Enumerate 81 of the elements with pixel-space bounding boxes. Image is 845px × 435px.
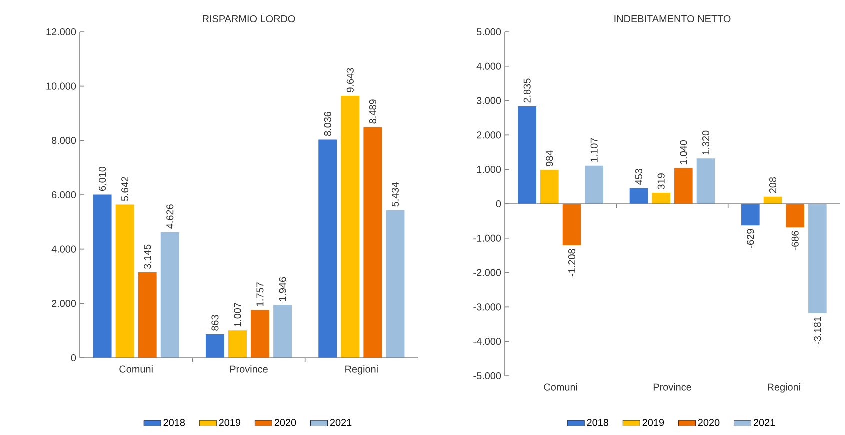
x-tick-label: Regioni bbox=[346, 366, 378, 375]
bar bbox=[386, 210, 405, 358]
data-label: 9.643 bbox=[346, 68, 354, 92]
y-tick-label: 6.000 bbox=[52, 191, 76, 199]
data-label: 5.434 bbox=[392, 182, 399, 207]
legend-label: 2018 bbox=[587, 419, 609, 426]
x-tick-label: Province bbox=[654, 384, 692, 391]
data-label: 984 bbox=[546, 150, 554, 166]
y-tick-label: -5.000 bbox=[474, 372, 502, 380]
bar bbox=[674, 168, 693, 204]
bar bbox=[274, 305, 292, 358]
legend-label: 2021 bbox=[754, 419, 776, 426]
data-label: 1.040 bbox=[680, 140, 688, 164]
y-tick-label: 4.000 bbox=[476, 62, 502, 70]
bar bbox=[318, 140, 338, 358]
legend-label: 2021 bbox=[330, 419, 352, 426]
data-label: 3.145 bbox=[144, 244, 152, 269]
legend-label: 2019 bbox=[642, 419, 664, 426]
data-label: 8.036 bbox=[324, 112, 332, 136]
y-tick-label: 2.000 bbox=[477, 132, 502, 139]
y-tick-label: 12.000 bbox=[46, 28, 76, 36]
chart-title: RISPARMIO LORDO bbox=[203, 15, 296, 22]
y-tick-label: 0 bbox=[496, 200, 502, 208]
legend-label: 2019 bbox=[219, 419, 241, 426]
bar bbox=[206, 334, 224, 358]
data-label: 2.835 bbox=[524, 78, 531, 103]
bar bbox=[630, 188, 648, 204]
bar bbox=[808, 204, 827, 314]
bar bbox=[518, 106, 536, 204]
bar bbox=[786, 204, 804, 228]
data-label: 208 bbox=[769, 177, 777, 194]
data-label: 6.010 bbox=[99, 166, 106, 192]
data-label: 4.626 bbox=[166, 204, 174, 229]
data-label: -686 bbox=[792, 231, 799, 250]
x-tick-label: Comuni bbox=[544, 384, 578, 391]
y-tick-label: 0 bbox=[71, 354, 76, 362]
x-tick-label: Comuni bbox=[120, 366, 153, 373]
y-tick-label: 1.000 bbox=[477, 166, 502, 174]
data-label: 1.107 bbox=[590, 138, 598, 162]
y-tick-label: -4.000 bbox=[474, 338, 502, 346]
bar bbox=[228, 330, 247, 358]
bar bbox=[116, 204, 134, 358]
bar bbox=[341, 96, 360, 358]
bar bbox=[696, 158, 716, 204]
data-label: -3.181 bbox=[814, 317, 822, 344]
bar bbox=[742, 204, 760, 226]
y-tick-label: 2.000 bbox=[52, 300, 76, 308]
bar bbox=[251, 310, 270, 358]
data-label: 5.642 bbox=[122, 177, 129, 202]
data-label: 1.757 bbox=[256, 282, 264, 306]
y-tick-label: 10.000 bbox=[46, 82, 76, 90]
y-tick-label: 4.000 bbox=[52, 246, 76, 253]
x-tick-label: Regioni bbox=[768, 384, 800, 393]
bar bbox=[585, 166, 604, 204]
bar bbox=[652, 193, 670, 204]
data-label: 8.489 bbox=[369, 100, 376, 124]
y-tick-label: 5.000 bbox=[476, 28, 502, 36]
bar bbox=[562, 204, 582, 246]
y-tick-label: 8.000 bbox=[52, 137, 76, 144]
bar bbox=[540, 170, 559, 204]
bar bbox=[138, 272, 157, 358]
legend-label: 2020 bbox=[274, 419, 296, 426]
bar bbox=[93, 194, 112, 358]
y-tick-label: 3.000 bbox=[476, 97, 502, 104]
data-label: 453 bbox=[635, 169, 643, 185]
y-tick-label: -1.000 bbox=[474, 234, 502, 242]
data-label: 1.946 bbox=[279, 277, 286, 302]
data-label: 1.007 bbox=[234, 303, 242, 327]
legend-label: 2020 bbox=[698, 419, 720, 426]
data-label: -629 bbox=[747, 229, 754, 248]
bar bbox=[160, 232, 180, 358]
data-label: 863 bbox=[212, 315, 219, 331]
chart-title: INDEBITAMENTO NETTO bbox=[614, 15, 731, 22]
data-label: 1.320 bbox=[702, 130, 710, 155]
data-label: 319 bbox=[658, 174, 665, 190]
y-tick-label: -3.000 bbox=[474, 304, 502, 311]
data-label: -1.208 bbox=[568, 249, 576, 277]
bar bbox=[364, 127, 382, 358]
legend-label: 2018 bbox=[164, 419, 186, 426]
x-tick-label: Province bbox=[230, 366, 268, 373]
y-tick-label: -2.000 bbox=[474, 269, 502, 276]
